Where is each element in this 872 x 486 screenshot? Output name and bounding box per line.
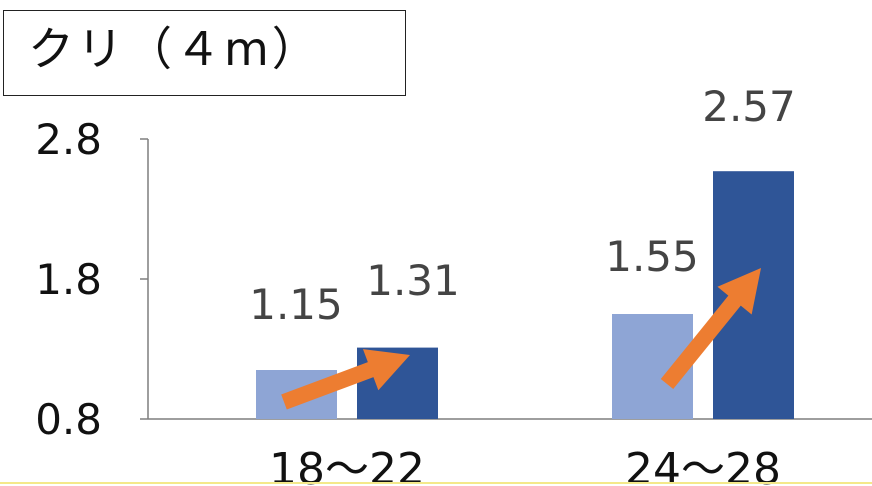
- x-tick-label: 18～22: [269, 444, 425, 486]
- bottom-divider: [0, 482, 872, 484]
- x-tick-label: 24～28: [625, 444, 781, 486]
- arrow: [281, 349, 410, 410]
- y-tick-label: 2.8: [35, 115, 102, 164]
- data-labels: 1.15 1.31 1.55 2.57: [249, 82, 796, 329]
- y-tick-label: 1.8: [35, 255, 102, 304]
- data-label: 1.55: [605, 232, 699, 281]
- arrow: [660, 268, 761, 390]
- axes: 0.8 1.8 2.8 18～22 24～28: [35, 115, 872, 486]
- data-label: 1.31: [366, 256, 460, 305]
- data-label: 1.15: [249, 280, 343, 329]
- y-tick-label: 0.8: [35, 395, 102, 444]
- growth-arrows: [281, 268, 761, 410]
- chart-title: クリ（４m）: [3, 10, 406, 96]
- data-label: 2.57: [702, 82, 796, 131]
